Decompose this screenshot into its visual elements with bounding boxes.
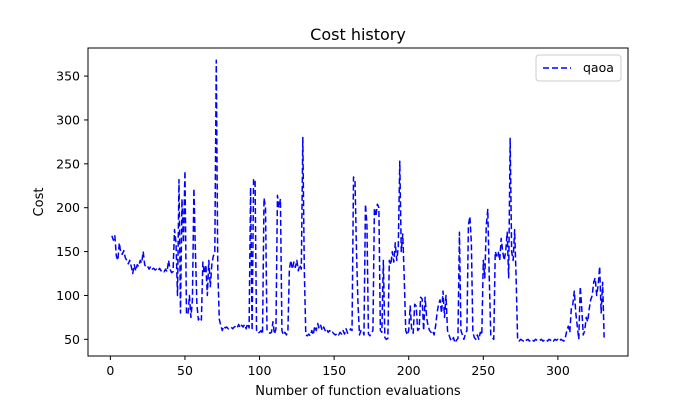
axes-frame xyxy=(87,47,629,357)
y-axis-label: Cost xyxy=(32,188,47,217)
series-layer xyxy=(111,59,605,344)
y-tick-label: 150 xyxy=(56,244,80,259)
x-tick-label: 50 xyxy=(177,363,193,378)
x-tick-label: 300 xyxy=(546,363,570,378)
y-axis-ticks: 50 100 150 200 250 300 350 xyxy=(56,69,88,347)
x-tick-label: 250 xyxy=(471,363,495,378)
series-line-qaoa xyxy=(111,59,605,344)
plot-area xyxy=(87,47,629,357)
legend: qaoa xyxy=(535,54,622,82)
x-axis-ticks: 0 50 100 150 200 250 300 xyxy=(106,356,570,378)
y-tick-label: 300 xyxy=(56,112,80,127)
x-axis-label: Number of function evaluations xyxy=(255,384,461,399)
legend-box xyxy=(535,54,622,82)
y-tick-label: 350 xyxy=(56,69,80,84)
x-tick-label: 200 xyxy=(397,363,421,378)
y-tick-label: 200 xyxy=(56,200,80,215)
chart-title: Cost history xyxy=(310,25,406,44)
x-tick-label: 100 xyxy=(248,363,272,378)
y-tick-label: 50 xyxy=(64,332,80,347)
x-tick-label: 150 xyxy=(322,363,346,378)
x-tick-label: 0 xyxy=(106,363,114,378)
y-tick-label: 250 xyxy=(56,156,80,171)
legend-label-qaoa: qaoa xyxy=(583,60,614,75)
y-tick-label: 100 xyxy=(56,288,80,303)
